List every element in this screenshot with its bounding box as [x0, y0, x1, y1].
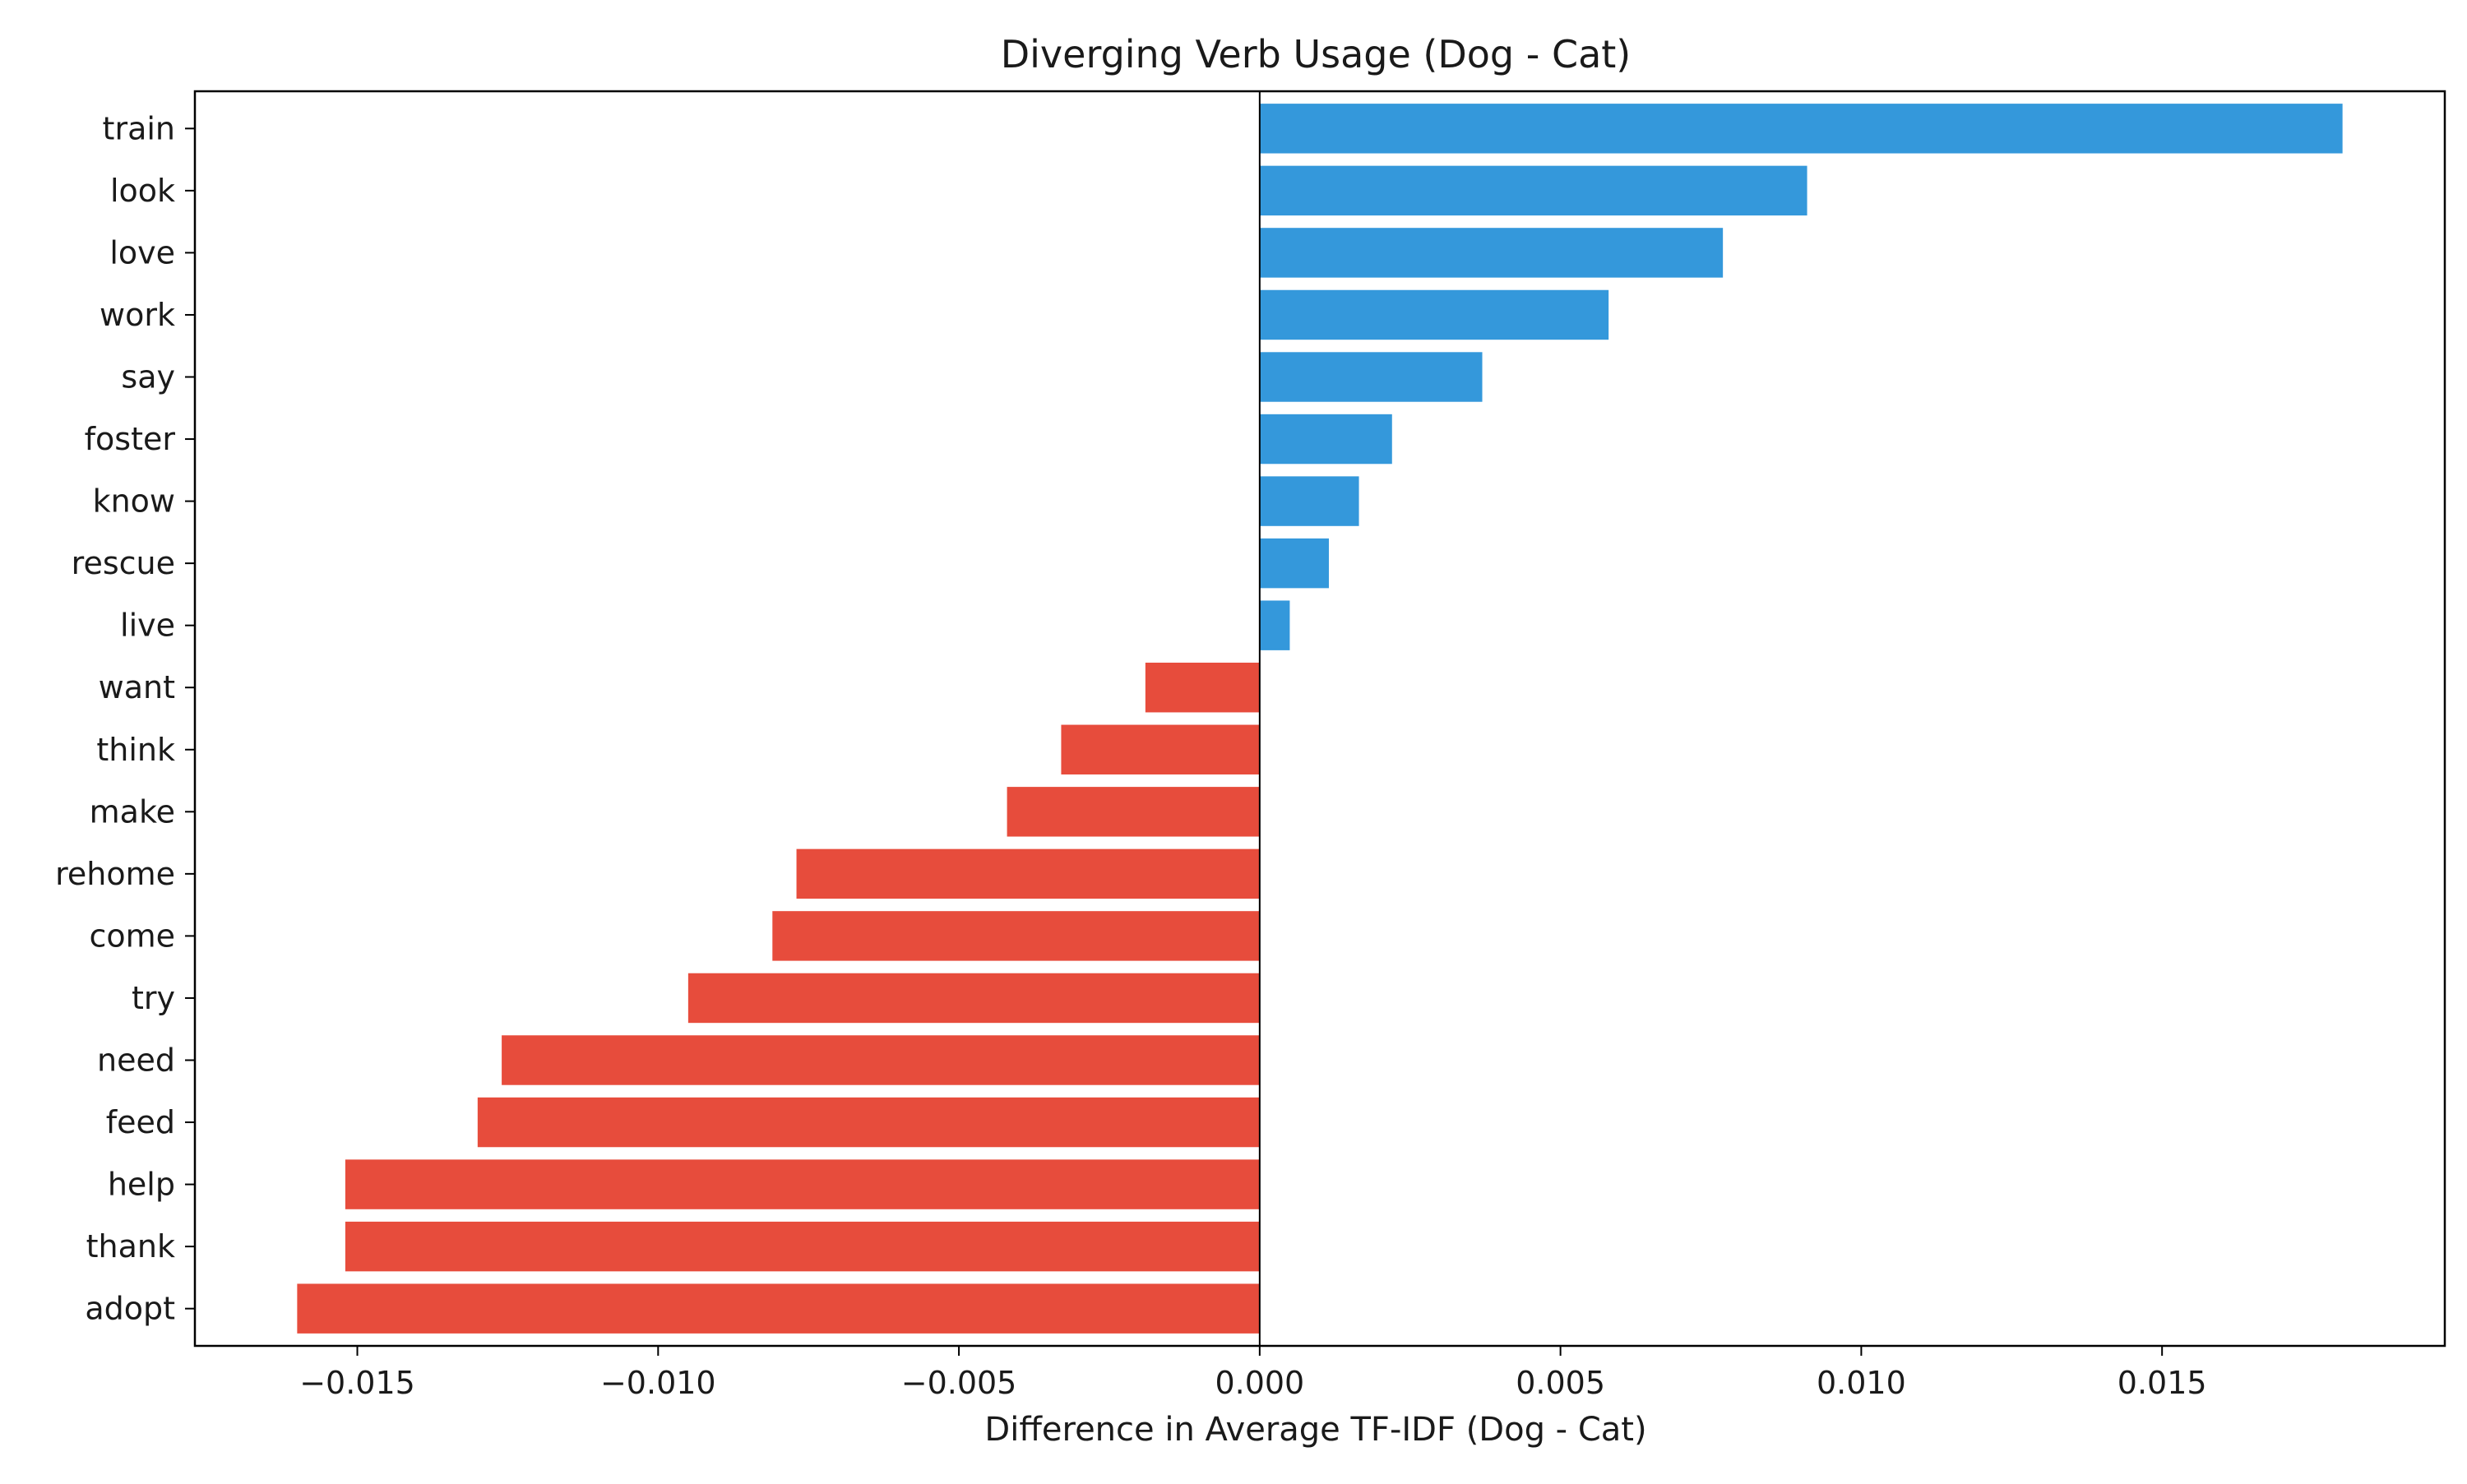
- y-tick-label-know: know: [93, 483, 175, 520]
- y-tick-label-train: train: [103, 110, 175, 146]
- ticks-layer: train look love work say foster know rescue live…: [55, 110, 2206, 1401]
- y-tick-label-need: need: [97, 1042, 175, 1078]
- x-tick-label: 0.010: [1817, 1365, 1906, 1401]
- bar-rehome: [796, 848, 1260, 899]
- y-tick-label-feed: feed: [106, 1104, 175, 1140]
- y-tick-label-adopt: adopt: [85, 1291, 175, 1327]
- y-tick-label-say: say: [121, 359, 175, 395]
- plot-frame: [193, 90, 2446, 1348]
- bar-try: [687, 973, 1260, 1024]
- bar-foster: [1259, 414, 1392, 465]
- y-tick-label-make: make: [90, 793, 175, 830]
- bar-come: [772, 911, 1260, 961]
- x-tick-label: −0.005: [901, 1365, 1017, 1401]
- y-tick-label-rehome: rehome: [55, 856, 175, 892]
- bars-layer: [297, 104, 2343, 1334]
- bar-love: [1259, 228, 1724, 278]
- bar-make: [1007, 787, 1260, 837]
- x-tick-label: 0.000: [1215, 1365, 1304, 1401]
- x-axis-label: Difference in Average TF-IDF (Dog - Cat): [984, 1411, 1646, 1449]
- bar-say: [1259, 352, 1483, 402]
- y-tick-label-try: try: [132, 980, 175, 1016]
- y-tick-label-live: live: [120, 608, 175, 644]
- y-tick-label-thank: thank: [86, 1228, 175, 1264]
- chart-title: Diverging Verb Usage (Dog - Cat): [1001, 32, 1632, 76]
- y-tick-label-help: help: [108, 1167, 175, 1203]
- bar-work: [1259, 289, 1609, 340]
- x-tick-label: 0.015: [2118, 1365, 2207, 1401]
- bar-think: [1061, 724, 1260, 774]
- bar-train: [1259, 104, 2343, 154]
- bar-thank: [345, 1221, 1260, 1272]
- bar-rescue: [1259, 538, 1329, 589]
- bar-look: [1259, 165, 1807, 216]
- x-tick-label: −0.010: [600, 1365, 716, 1401]
- bar-adopt: [297, 1283, 1260, 1334]
- y-tick-label-want: want: [99, 669, 175, 705]
- bar-know: [1259, 476, 1359, 526]
- bar-feed: [477, 1097, 1260, 1148]
- y-tick-label-come: come: [89, 918, 175, 954]
- bar-live: [1259, 600, 1290, 650]
- x-tick-label: −0.015: [299, 1365, 415, 1401]
- x-tick-label: 0.005: [1516, 1365, 1605, 1401]
- y-tick-label-work: work: [100, 297, 175, 333]
- y-tick-label-love: love: [109, 234, 175, 270]
- y-tick-label-think: think: [96, 732, 175, 768]
- y-tick-label-look: look: [110, 173, 175, 209]
- y-tick-label-foster: foster: [85, 421, 176, 457]
- bar-help: [345, 1159, 1260, 1209]
- bar-want: [1145, 663, 1260, 713]
- bar-need: [502, 1035, 1260, 1085]
- y-tick-label-rescue: rescue: [72, 545, 175, 581]
